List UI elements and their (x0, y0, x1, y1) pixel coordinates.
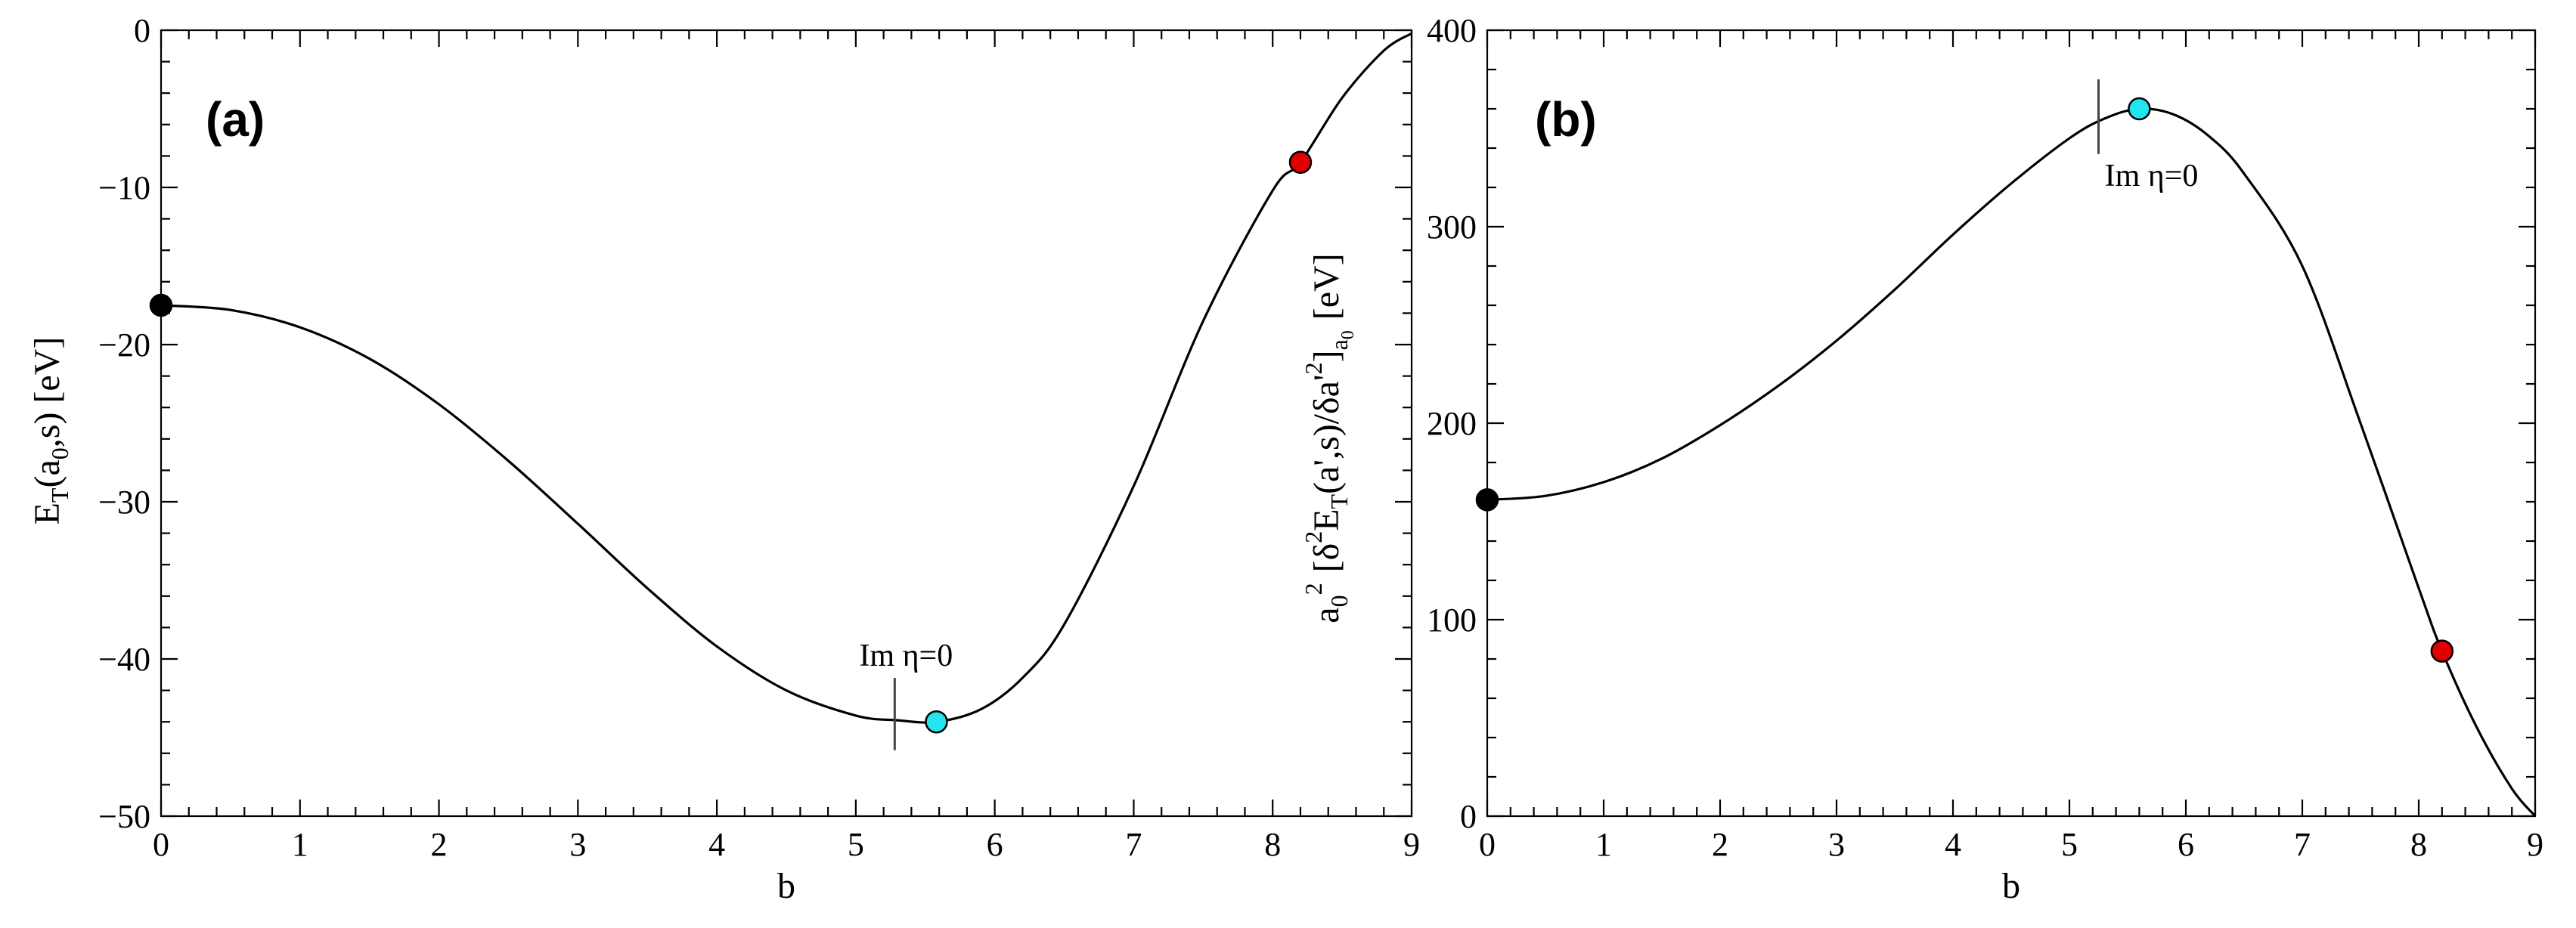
plot-area: 0 1 2 3 4 5 6 7 8 9 −50 −40 −30 −20 −10 0 Im η=0 0 1 2 3 4 5 6 7… (98, 12, 2543, 863)
panel-b-data-point-2 (2430, 639, 2454, 663)
panel-a: (a) b ET(a0,s) [eV] (27, 92, 795, 906)
panel-a-x-tick-label: 9 (1403, 826, 1420, 863)
panel-b-y-tick-label: 0 (1460, 798, 1477, 835)
panel-b-label: (b) (1535, 92, 1597, 147)
panel-a-x-tick-label: 5 (848, 826, 864, 863)
panel-a-y-tick-label: −10 (98, 169, 150, 206)
panel-a-x-tick-label: 4 (708, 826, 725, 863)
panel-a-data-point-1 (925, 710, 948, 734)
panel-a-x-tick-label: 6 (987, 826, 1003, 863)
panel-a-series-line (160, 32, 1412, 724)
panel-a-x-tick-label: 1 (292, 826, 308, 863)
panel-b-x-tick-label: 2 (1712, 826, 1728, 863)
panel-b-data-point-0 (1475, 488, 1499, 512)
panel-b-annotation-text: Im η=0 (2105, 159, 2199, 193)
panel-b-plot: 0 1 2 3 4 5 6 7 8 9 0 100 200 300 400 Im η=0 (1427, 12, 2543, 863)
panel-a-y-tick-label: 0 (134, 12, 150, 49)
panel-b-axes-frame (1486, 29, 2537, 818)
panel-b-y-tick-label: 400 (1427, 12, 1477, 49)
panel-b-y-tick-label: 300 (1427, 209, 1477, 246)
panel-a-x-tick-label: 3 (569, 826, 586, 863)
panel-b-x-tick-label: 3 (1828, 826, 1845, 863)
panel-a-data-point-0 (149, 293, 173, 317)
panel-a-plot: 0 1 2 3 4 5 6 7 8 9 −50 −40 −30 −20 −10 0 Im η=0 (98, 12, 1420, 863)
panel-a-data-point-2 (1288, 150, 1313, 174)
panel-a-y-tick-label: −30 (98, 484, 150, 521)
panel-b-x-tick-label: 7 (2294, 826, 2311, 863)
panel-b-x-tick-label: 8 (2410, 826, 2427, 863)
panel-b-x-tick-label: 5 (2061, 826, 2078, 863)
panel-b-x-tick-label: 9 (2527, 826, 2543, 863)
panel-a-x-tick-label: 2 (431, 826, 448, 863)
panel-a-x-tick-label: 7 (1125, 826, 1142, 863)
panel-b-x-tick-label: 4 (1945, 826, 1961, 863)
panel-b-ylabel: a02[δ2ET(a',s)/δa'2]a0[eV] (1300, 253, 1358, 623)
panel-b: (b) b a02[δ2ET(a',s)/δa'2]a0[eV] (1300, 92, 2020, 906)
panel-a-y-tick-label: −20 (98, 326, 150, 363)
panel-a-x-tick-label: 8 (1264, 826, 1281, 863)
panel-a-ylabel: ET(a0,s) [eV] (27, 337, 73, 525)
panel-a-xlabel: b (777, 866, 795, 906)
panel-a-label: (a) (206, 92, 265, 147)
panel-a-y-tick-label: −40 (98, 641, 150, 678)
panel-b-y-tick-label: 100 (1427, 602, 1477, 639)
panel-b-x-tick-label: 0 (1479, 826, 1496, 863)
panel-a-axes-frame (160, 29, 1413, 818)
panel-a-y-tick-label: −50 (98, 798, 150, 835)
panel-b-data-point-1 (2128, 97, 2151, 121)
panel-b-y-tick-label: 200 (1427, 405, 1477, 442)
panel-b-x-tick-label: 6 (2178, 826, 2194, 863)
panel-b-series-line (1486, 107, 2537, 818)
panel-a-annotation-text: Im η=0 (859, 639, 953, 673)
panel-b-xlabel: b (2002, 866, 2020, 906)
panel-b-x-tick-label: 1 (1595, 826, 1612, 863)
panel-a-x-tick-label: 0 (153, 826, 169, 863)
